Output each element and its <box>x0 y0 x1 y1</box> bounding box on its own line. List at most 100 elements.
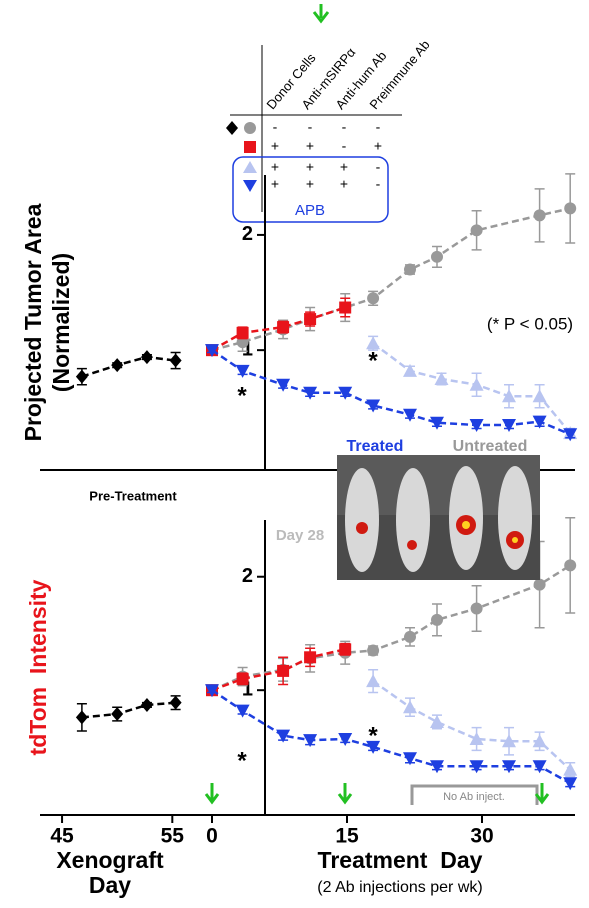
data-point <box>532 760 547 774</box>
pre-treatment-label: Pre-Treatment <box>89 488 177 503</box>
data-point <box>367 644 380 657</box>
table-cell: - <box>376 159 381 175</box>
data-point <box>470 224 483 237</box>
legend-symbol <box>243 180 257 192</box>
inset-label: Untreated <box>453 438 528 455</box>
table-cell: - <box>376 119 381 135</box>
table-cell: + <box>340 176 348 192</box>
data-point <box>430 416 444 430</box>
data-point <box>502 760 516 774</box>
annotation: * <box>237 382 247 409</box>
inset-label: Treated <box>347 438 404 455</box>
data-point <box>75 369 88 384</box>
data-point <box>532 389 547 403</box>
data-point <box>277 664 290 677</box>
series-line <box>211 689 571 785</box>
data-point <box>430 760 444 774</box>
data-point <box>470 602 483 615</box>
inset-day: Day 28 <box>276 527 324 544</box>
legend-symbol <box>244 122 256 134</box>
table-cell: + <box>271 138 279 154</box>
data-point <box>502 734 516 748</box>
table-cell: + <box>306 176 314 192</box>
x-tick-label: 30 <box>470 825 493 848</box>
data-point <box>563 777 578 791</box>
data-point <box>469 419 484 433</box>
series-line <box>81 701 176 719</box>
data-point <box>303 734 318 748</box>
series-line <box>211 306 346 352</box>
data-point <box>169 695 182 710</box>
table-cell: + <box>374 138 382 154</box>
y-tick-label: 1 <box>242 678 253 700</box>
data-point <box>404 630 416 643</box>
data-point <box>403 363 417 377</box>
data-point <box>532 734 547 748</box>
data-point <box>339 301 352 314</box>
y-axis-label: (Normalized) <box>48 253 74 392</box>
tumor-signal <box>356 522 368 534</box>
data-point <box>111 358 124 373</box>
injection-arrow <box>337 783 353 805</box>
data-point <box>563 428 578 442</box>
annotation: * <box>237 747 247 774</box>
table-cell: + <box>340 159 348 175</box>
series-line <box>81 355 176 378</box>
data-point <box>140 350 153 365</box>
tumor-signal <box>512 537 518 543</box>
data-point <box>367 292 380 305</box>
injection-arrows <box>204 783 550 805</box>
data-point <box>75 710 88 725</box>
data-point <box>205 684 219 698</box>
legend-table: APB <box>226 4 402 223</box>
data-point <box>564 202 577 215</box>
table-cell: - <box>376 176 381 192</box>
no-injection-label: No Ab inject. <box>443 791 505 803</box>
mouse <box>396 468 430 572</box>
data-point <box>111 707 124 722</box>
x-axis-label: Xenograft <box>56 847 164 873</box>
mouse <box>498 466 532 570</box>
y-axis-label: tdTom Intensity <box>25 579 51 755</box>
data-point <box>339 643 352 656</box>
data-point <box>276 729 291 743</box>
table-cell: + <box>306 159 314 175</box>
data-point <box>403 752 417 766</box>
data-point <box>235 364 250 378</box>
data-point <box>431 250 443 263</box>
data-point <box>403 700 417 714</box>
annotation: * <box>368 347 378 374</box>
data-point <box>338 732 353 746</box>
mouse-image: Treated Untreated Day 28 <box>276 438 540 580</box>
injection-arrow <box>534 783 550 805</box>
x2-axis-sublabel: (2 Ab injections per wk) <box>317 879 482 896</box>
column-header: Preimmune Ab <box>366 37 432 112</box>
injection-arrow <box>312 4 330 24</box>
data-point <box>304 651 317 664</box>
data-point <box>404 263 416 276</box>
data-point <box>169 353 182 368</box>
data-point <box>366 399 381 413</box>
data-point <box>430 714 444 728</box>
y-tick-label: 2 <box>242 223 253 245</box>
data-point <box>563 762 578 776</box>
legend-symbol <box>243 161 257 173</box>
data-point <box>366 740 381 754</box>
panel: 1 2 Projected Tumor Area (Normalized) (* P <… <box>20 173 578 471</box>
table-cell: - <box>308 119 313 135</box>
series-line <box>211 349 571 436</box>
legend-symbol <box>226 121 238 135</box>
apb-box <box>232 156 389 223</box>
annotation: * <box>368 722 378 749</box>
data-point <box>403 408 417 422</box>
data-point <box>236 326 249 339</box>
x-tick-label: 15 <box>335 825 359 848</box>
data-point <box>303 386 318 400</box>
x-axis-label: Day <box>89 872 131 898</box>
data-point <box>366 674 381 688</box>
series-line <box>372 680 572 771</box>
data-point <box>431 613 443 626</box>
x2-axis-label: Treatment Day <box>318 847 483 873</box>
